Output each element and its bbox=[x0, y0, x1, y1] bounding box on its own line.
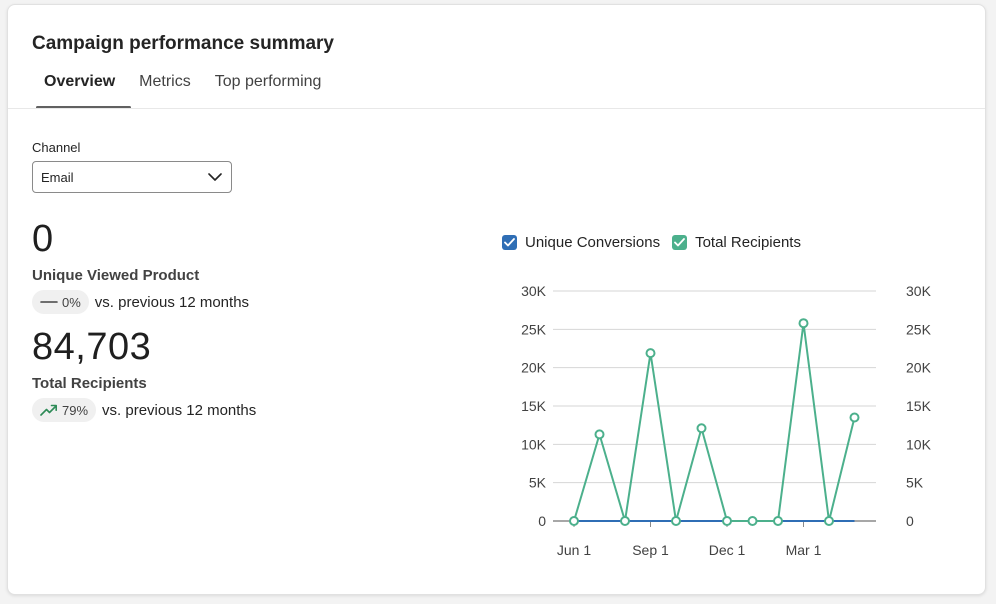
flat-trend-icon bbox=[40, 301, 58, 303]
change-badge: 79% bbox=[32, 398, 97, 422]
checkbox-checked-icon bbox=[672, 235, 688, 250]
comparison-text: vs. previous 12 months bbox=[102, 401, 257, 419]
x-tick-label: Jun 1 bbox=[557, 542, 591, 558]
kpi-total-recipients-change: 79% vs. previous 12 months bbox=[32, 398, 256, 422]
data-point bbox=[645, 348, 656, 359]
change-badge: 0% bbox=[32, 290, 89, 314]
data-point bbox=[722, 516, 732, 526]
data-point bbox=[849, 412, 860, 423]
data-point bbox=[620, 516, 630, 526]
comparison-text: vs. previous 12 months bbox=[94, 293, 250, 311]
tab-divider bbox=[8, 108, 985, 109]
y-tick-label-left: 15K bbox=[521, 398, 547, 414]
page-title: Campaign performance summary bbox=[32, 33, 334, 54]
kpi-total-recipients-value: 84,703 bbox=[32, 326, 152, 368]
y-tick-label-right: 15K bbox=[906, 398, 932, 414]
trend-up-icon bbox=[40, 404, 57, 416]
y-tick-label-left: 5K bbox=[529, 475, 547, 491]
channel-dropdown-value: Email bbox=[41, 169, 74, 185]
kpi-unique-viewed-change: 0% vs. previous 12 months bbox=[32, 290, 249, 314]
y-tick-label-left: 10K bbox=[521, 436, 547, 452]
checkbox-checked-icon bbox=[502, 235, 517, 250]
data-point bbox=[569, 516, 579, 526]
data-point bbox=[671, 516, 681, 526]
y-tick-label-right: 30K bbox=[906, 283, 932, 299]
data-point bbox=[773, 516, 783, 526]
tab-overview[interactable]: Overview bbox=[32, 69, 132, 109]
y-tick-label-left: 25K bbox=[521, 321, 547, 337]
y-tick-label-right: 20K bbox=[906, 360, 932, 376]
data-point bbox=[798, 318, 809, 329]
tab-bar: Overview Metrics Top performing bbox=[32, 69, 333, 109]
chart-legend: Unique Conversions Total Recipients bbox=[502, 234, 813, 251]
change-percent: 0% bbox=[62, 294, 81, 310]
data-point bbox=[696, 423, 707, 434]
tab-metrics[interactable]: Metrics bbox=[139, 73, 191, 90]
x-tick-label: Dec 1 bbox=[709, 542, 746, 558]
chevron-down-icon bbox=[208, 173, 222, 181]
series-line bbox=[573, 323, 856, 522]
y-tick-label-right: 0 bbox=[906, 513, 914, 529]
y-tick-label-left: 20K bbox=[521, 360, 547, 376]
x-tick-label: Mar 1 bbox=[786, 542, 822, 558]
x-tick-label: Sep 1 bbox=[632, 542, 669, 558]
line-chart: 0 0 5K 5K 10K 10K 15K 15K 20K 20K 25K 25K 30K 30K Jun … bbox=[521, 283, 932, 558]
kpi-unique-viewed-label: Unique Viewed Product bbox=[32, 267, 200, 284]
data-point bbox=[747, 516, 758, 526]
y-tick-label-right: 5K bbox=[906, 475, 924, 491]
channel-label: Channel bbox=[32, 140, 81, 155]
y-tick-label-right: 25K bbox=[906, 321, 932, 337]
y-tick-label-left: 30K bbox=[521, 283, 547, 299]
legend-total-recipients[interactable]: Total Recipients bbox=[672, 234, 801, 251]
data-point bbox=[824, 516, 834, 526]
data-point bbox=[594, 429, 605, 440]
tab-top-performing[interactable]: Top performing bbox=[214, 73, 322, 90]
y-tick-label-right: 10K bbox=[906, 436, 932, 452]
legend-label: Total Recipients bbox=[695, 234, 801, 251]
legend-label: Unique Conversions bbox=[525, 234, 661, 251]
channel-dropdown[interactable]: Email bbox=[32, 161, 232, 193]
legend-unique-conversions[interactable]: Unique Conversions bbox=[502, 234, 660, 251]
summary-card: Campaign performance summary Overview Me… bbox=[7, 4, 986, 595]
change-percent: 79% bbox=[62, 402, 89, 418]
kpi-total-recipients-label: Total Recipients bbox=[32, 375, 147, 392]
y-tick-label-left: 0 bbox=[538, 513, 546, 529]
kpi-unique-viewed-value: 0 bbox=[32, 218, 54, 260]
